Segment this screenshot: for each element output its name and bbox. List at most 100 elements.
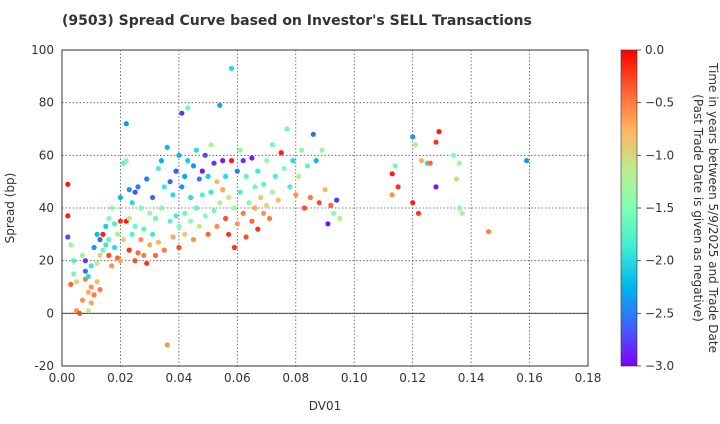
scatter-point	[179, 184, 185, 190]
y-tick-label: 100	[31, 43, 54, 57]
scatter-point	[196, 176, 202, 182]
scatter-point	[126, 247, 132, 253]
scatter-point	[68, 281, 74, 287]
scatter-point	[164, 144, 170, 150]
scatter-point	[126, 187, 132, 193]
scatter-point	[94, 279, 100, 285]
scatter-point	[170, 192, 176, 198]
scatter-point	[176, 152, 182, 158]
scatter-point	[126, 215, 132, 222]
scatter-point	[103, 242, 109, 248]
scatter-point	[524, 158, 530, 164]
colorbar	[620, 49, 638, 367]
x-tick-label: 0.02	[107, 371, 134, 385]
scatter-point	[255, 168, 261, 174]
scatter-point	[117, 218, 123, 224]
scatter-point	[234, 168, 240, 174]
scatter-point	[226, 231, 232, 237]
scatter-point	[226, 194, 232, 201]
scatter-point	[266, 215, 273, 222]
scatter-point	[132, 189, 138, 195]
scatter-point	[85, 289, 91, 295]
x-tick-label: 0.14	[458, 371, 485, 385]
scatter-point	[272, 173, 278, 179]
scatter-point	[155, 165, 161, 172]
scatter-point	[410, 134, 416, 140]
scatter-point	[129, 231, 135, 237]
scatter-point	[199, 192, 205, 198]
scatter-point	[293, 192, 299, 198]
colorbar-label-line1: Time in years between 5/9/2025 and Trade…	[706, 62, 720, 353]
x-tick-label: 0.04	[166, 371, 193, 385]
y-tick-label: 60	[39, 148, 54, 162]
scatter-point	[135, 184, 141, 190]
colorbar-tick-label: −0.5	[645, 96, 674, 110]
scatter-point	[322, 187, 328, 193]
scatter-point	[85, 273, 91, 280]
scatter-point	[147, 242, 153, 248]
scatter-point	[328, 202, 334, 208]
scatter-point	[100, 247, 106, 253]
scatter-point	[453, 176, 460, 182]
scatter-point	[287, 184, 293, 190]
scatter-point	[451, 152, 457, 158]
scatter-point	[307, 194, 313, 201]
y-axis-ticks: -20 0 20 40 60 80 100	[31, 43, 54, 373]
scatter-point	[249, 155, 255, 161]
scatter-point	[170, 234, 176, 240]
scatter-point	[68, 242, 74, 248]
scatter-point	[129, 200, 135, 206]
scatter-point	[486, 229, 492, 235]
scatter-point	[214, 179, 220, 185]
scatter-point	[436, 129, 442, 135]
scatter-point	[135, 250, 141, 256]
scatter-point	[243, 173, 249, 179]
scatter-point	[97, 287, 103, 293]
y-tick-label: 40	[39, 201, 54, 215]
scatter-point	[100, 231, 106, 237]
scatter-point	[106, 215, 112, 222]
scatter-point	[161, 247, 167, 253]
scatter-point	[205, 231, 211, 237]
x-tick-label: 0.12	[399, 371, 426, 385]
scatter-point	[456, 205, 462, 211]
scatter-point	[152, 252, 159, 258]
colorbar-tick-label: −2.5	[645, 306, 674, 320]
scatter-point	[97, 237, 103, 243]
scatter-point	[281, 165, 287, 172]
scatter-point	[152, 215, 159, 222]
scatter-point	[395, 184, 401, 190]
scatter-point	[106, 252, 112, 258]
colorbar-label-line2: (Past Trade Date is given as negative)	[691, 94, 705, 322]
scatter-point	[389, 192, 395, 198]
scatter-point	[199, 168, 205, 174]
plot-frame	[61, 49, 589, 367]
scatter-point	[182, 173, 188, 179]
scatter-point	[82, 268, 88, 274]
scatter-point	[103, 223, 109, 229]
scatter-point	[269, 142, 275, 148]
scatter-point	[211, 160, 217, 166]
scatter-point	[304, 163, 311, 169]
scatter-point	[117, 194, 123, 201]
scatter-point	[264, 202, 270, 208]
scatter-point	[74, 279, 80, 285]
scatter-point	[252, 184, 258, 190]
scatter-point	[123, 158, 129, 164]
scatter-point	[112, 244, 118, 251]
scatter-point	[223, 215, 229, 222]
scatter-point	[217, 102, 223, 108]
scatter-point	[161, 184, 167, 190]
scatter-point	[120, 237, 126, 243]
scatter-point	[164, 342, 170, 348]
scatter-point	[255, 226, 261, 232]
scatter-point	[214, 223, 220, 229]
scatter-point	[427, 160, 433, 166]
scatter-point	[418, 158, 424, 164]
scatter-point	[410, 200, 416, 206]
scatter-point	[71, 258, 77, 264]
scatter-point	[114, 231, 121, 237]
scatter-point	[71, 271, 77, 277]
scatter-point	[331, 210, 337, 216]
scatter-point	[173, 213, 179, 219]
